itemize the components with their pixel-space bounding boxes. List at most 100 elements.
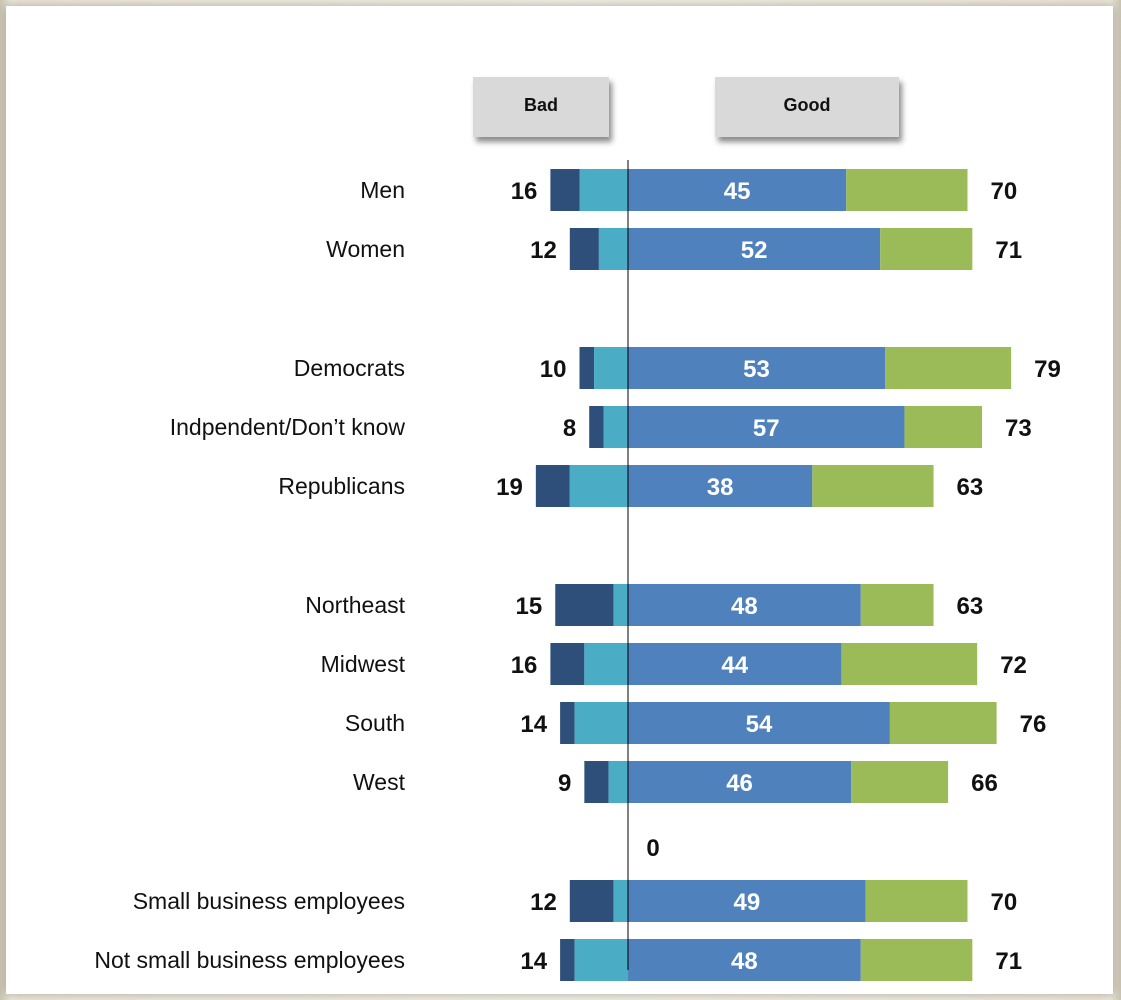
bad-total-label: 19 (496, 474, 523, 501)
good-strong-bar (628, 643, 842, 685)
category-label: Women (326, 236, 405, 262)
bad-strong-bar (550, 169, 580, 211)
good-strong-label: 54 (746, 711, 773, 738)
good-strong-label: 48 (731, 593, 758, 620)
good-total-label: 70 (991, 889, 1018, 916)
good-total-label: 66 (971, 770, 998, 797)
bad-total-label: 8 (563, 415, 576, 442)
good-strong-label: 38 (707, 474, 734, 501)
bar-row: Not small business employees 14 48 71 (94, 939, 1022, 981)
good-strong-label: 45 (724, 178, 751, 205)
bar-row: Republicans 19 38 63 (278, 465, 983, 507)
bar-row: Northeast 15 48 63 (305, 584, 983, 626)
category-label: Republicans (278, 473, 405, 499)
bar-row: Democrats 10 53 79 (294, 347, 1061, 389)
category-label: Men (360, 177, 405, 203)
good-total-label: 72 (1000, 652, 1027, 679)
bad-total-label: 15 (516, 593, 543, 620)
bad-other-bar (574, 702, 628, 744)
category-label: Indpendent/Don’t know (170, 414, 406, 440)
bad-strong-bar (560, 939, 575, 981)
good-strong-bar (628, 939, 861, 981)
category-label: West (353, 769, 406, 795)
bad-other-bar (579, 169, 628, 211)
good-strong-bar (628, 347, 886, 389)
good-other-bar (812, 465, 934, 507)
bad-total-label: 14 (520, 948, 547, 975)
good-total-label: 79 (1034, 356, 1061, 383)
bad-total-label: 10 (540, 356, 567, 383)
bar-row: Midwest 16 44 72 (321, 643, 1027, 685)
good-other-bar (860, 584, 934, 626)
bad-other-bar (613, 880, 628, 922)
good-total-label: 73 (1005, 415, 1032, 442)
bad-strong-bar (555, 584, 614, 626)
bad-other-bar (613, 584, 628, 626)
bad-strong-bar (584, 761, 609, 803)
good-header-box (715, 77, 899, 137)
bad-strong-bar (589, 406, 604, 448)
good-other-bar (880, 228, 973, 270)
bad-header-label: Bad (524, 95, 558, 115)
good-total-label: 71 (995, 237, 1022, 264)
good-strong-label: 52 (741, 237, 768, 264)
category-label: Small business employees (133, 888, 405, 914)
category-label: Not small business employees (94, 947, 405, 973)
bad-total-label: 16 (511, 178, 538, 205)
bad-strong-bar (579, 347, 595, 389)
good-strong-label: 48 (731, 948, 758, 975)
bad-total-label: 12 (530, 889, 557, 916)
category-label: Northeast (305, 592, 405, 618)
bad-other-bar (608, 761, 628, 803)
good-strong-label: 46 (726, 770, 753, 797)
bad-other-bar (574, 939, 628, 981)
bad-strong-bar (569, 880, 614, 922)
good-other-bar (846, 169, 968, 211)
good-strong-label: 44 (721, 652, 748, 679)
good-other-bar (841, 643, 978, 685)
good-total-label: 71 (995, 948, 1022, 975)
good-strong-bar (628, 880, 866, 922)
good-header-label: Good (784, 95, 831, 115)
bad-other-bar (603, 406, 628, 448)
bad-strong-bar (550, 643, 585, 685)
stray-zero-label: 0 (646, 835, 659, 862)
bad-strong-bar (569, 228, 599, 270)
good-strong-bar (628, 169, 847, 211)
bar-row: South 14 54 76 (345, 702, 1046, 744)
bad-other-bar (598, 228, 628, 270)
bar-row: Small business employees 12 49 70 (133, 880, 1018, 922)
category-label: Midwest (321, 651, 406, 677)
good-other-bar (865, 880, 968, 922)
bad-strong-bar (560, 702, 575, 744)
good-strong-bar (628, 584, 861, 626)
bar-row: Women 12 52 71 (326, 228, 1022, 270)
bad-header-box (473, 77, 609, 137)
good-strong-bar (628, 406, 905, 448)
good-strong-label: 49 (733, 889, 760, 916)
good-other-bar (860, 939, 973, 981)
bad-other-bar (584, 643, 628, 685)
bar-rows: Men 16 45 70 Women 12 52 71 Democrats 10 53 79 Indpe… (94, 169, 1061, 981)
good-total-label: 63 (957, 593, 984, 620)
good-total-label: 63 (957, 474, 984, 501)
good-other-bar (851, 761, 949, 803)
good-strong-label: 53 (743, 356, 770, 383)
category-label: Democrats (294, 355, 405, 381)
category-label: South (345, 710, 405, 736)
good-header: Good (715, 77, 899, 137)
good-other-bar (904, 406, 983, 448)
good-strong-bar (628, 702, 890, 744)
bar-row: Indpendent/Don’t know 8 57 73 (170, 406, 1032, 448)
bad-header: Bad (473, 77, 609, 137)
bad-total-label: 16 (511, 652, 538, 679)
column-headers: Bad Good (473, 77, 899, 137)
bar-row: Men 16 45 70 (360, 169, 1017, 211)
bad-total-label: 12 (530, 237, 557, 264)
bad-other-bar (594, 347, 628, 389)
bad-total-label: 9 (558, 770, 571, 797)
bad-other-bar (569, 465, 628, 507)
bar-row: West 9 46 66 (353, 761, 998, 803)
bad-total-label: 14 (520, 711, 547, 738)
